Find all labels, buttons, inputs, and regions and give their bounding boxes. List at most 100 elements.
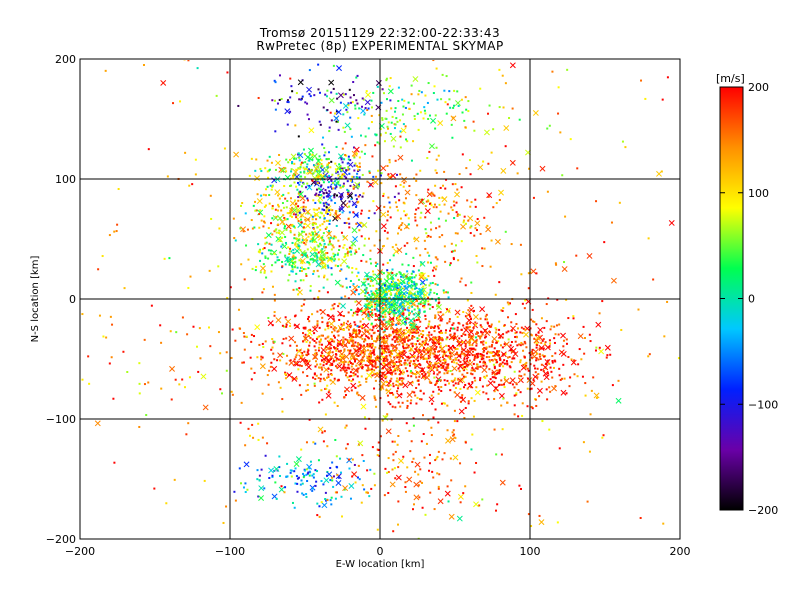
scatter-point [150, 304, 153, 307]
scatter-point [302, 371, 305, 374]
scatter-point [423, 106, 426, 109]
scatter-point [321, 431, 324, 434]
scatter-point [335, 110, 338, 113]
scatter-point [284, 373, 287, 376]
scatter-point [293, 157, 296, 160]
scatter-point [326, 252, 329, 255]
scatter-point [357, 285, 360, 288]
scatter-point [281, 342, 284, 345]
scatter-point [402, 287, 405, 290]
scatter-point [342, 361, 345, 364]
scatter-point [300, 161, 303, 164]
scatter-point [413, 117, 416, 120]
scatter-point [369, 310, 372, 313]
scatter-point [424, 513, 427, 516]
scatter-point-x [451, 365, 458, 372]
scatter-point [295, 377, 298, 380]
scatter-point [249, 356, 252, 359]
scatter-point [502, 307, 505, 310]
scatter-point [436, 455, 439, 458]
scatter-point [428, 453, 431, 456]
scatter-point [300, 355, 303, 358]
scatter-point [341, 515, 344, 518]
scatter-point [535, 323, 538, 326]
scatter-point [401, 379, 404, 382]
scatter-point [367, 310, 370, 313]
scatter-point [584, 382, 587, 385]
scatter-point [306, 383, 309, 386]
scatter-point [410, 342, 413, 345]
scatter-point [383, 283, 386, 286]
scatter-point [307, 349, 310, 352]
scatter-point [504, 145, 507, 148]
scatter-point [404, 320, 407, 323]
scatter-point [329, 257, 332, 260]
scatter-point-x [385, 369, 392, 375]
scatter-point [345, 369, 348, 372]
scatter-point [355, 99, 358, 102]
scatter-point [281, 324, 284, 327]
scatter-point [372, 175, 375, 178]
scatter-point [431, 281, 434, 284]
scatter-point [352, 81, 355, 84]
scatter-point [437, 421, 440, 424]
scatter-point [361, 195, 364, 198]
scatter-point [362, 98, 365, 101]
scatter-point [345, 447, 348, 450]
scatter-point [261, 252, 264, 255]
scatter-point [507, 316, 510, 319]
scatter-point [398, 227, 401, 230]
scatter-point [382, 192, 385, 195]
scatter-point-x [289, 200, 296, 207]
scatter-point [449, 327, 452, 330]
scatter-point [421, 198, 424, 201]
scatter-point-x [288, 359, 295, 366]
scatter-point [295, 361, 298, 364]
scatter-point [463, 215, 466, 218]
scatter-point [278, 153, 281, 156]
scatter-point [536, 367, 539, 370]
scatter-point [242, 486, 245, 489]
scatter-point [362, 359, 365, 362]
scatter-point [301, 262, 304, 265]
scatter-point [475, 386, 478, 389]
scatter-point [327, 359, 330, 362]
scatter-point [323, 209, 326, 212]
scatter-point [298, 159, 301, 162]
scatter-point-x [375, 80, 382, 86]
scatter-point [330, 91, 333, 94]
scatter-point-x [460, 396, 467, 403]
scatter-point [404, 361, 407, 364]
scatter-point [397, 384, 400, 387]
scatter-point [484, 315, 487, 318]
scatter-point [350, 198, 353, 201]
scatter-point [267, 383, 270, 386]
scatter-point [418, 309, 421, 312]
scatter-point [387, 401, 390, 404]
scatter-point [465, 326, 468, 329]
scatter-point [493, 376, 496, 379]
scatter-point-x [274, 189, 281, 196]
scatter-point [328, 229, 331, 232]
scatter-point [319, 228, 322, 231]
scatter-point [363, 113, 366, 116]
scatter-point [350, 374, 353, 377]
scatter-point [337, 239, 340, 242]
scatter-point-x [243, 461, 250, 468]
scatter-point [230, 390, 233, 393]
scatter-point [415, 402, 418, 405]
scatter-point [331, 304, 334, 307]
scatter-point [322, 253, 325, 256]
scatter-point [451, 323, 454, 326]
scatter-point [343, 488, 346, 491]
scatter-point [357, 195, 360, 198]
scatter-point [402, 455, 405, 458]
scatter-point [438, 225, 441, 228]
scatter-point [449, 262, 452, 265]
scatter-point [320, 159, 323, 162]
scatter-point [468, 333, 471, 336]
scatter-point [326, 360, 329, 363]
scatter-point [356, 310, 359, 313]
scatter-point [317, 377, 320, 380]
scatter-point-x [428, 365, 435, 372]
